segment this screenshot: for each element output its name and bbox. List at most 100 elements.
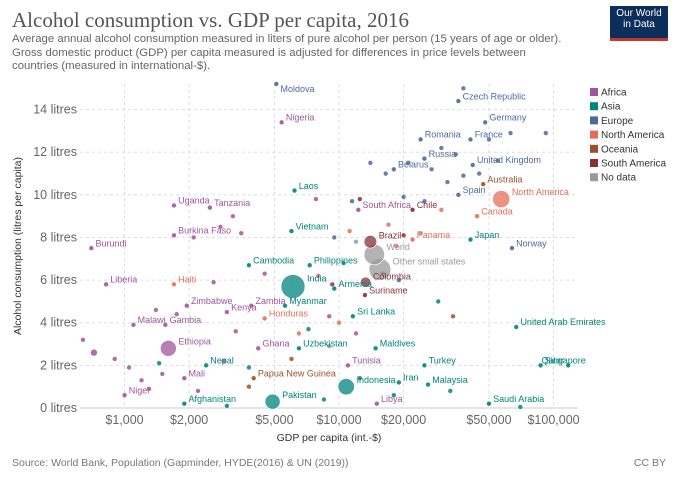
data-point[interactable] <box>445 179 450 185</box>
data-point[interactable] <box>543 130 548 136</box>
data-point[interactable] <box>468 137 473 142</box>
data-point[interactable] <box>171 233 177 238</box>
data-point[interactable] <box>307 262 312 268</box>
data-point[interactable] <box>233 329 238 334</box>
data-point[interactable] <box>450 314 456 319</box>
data-point[interactable] <box>163 322 168 328</box>
data-point[interactable] <box>363 235 378 249</box>
data-point[interactable] <box>422 156 427 161</box>
data-point[interactable] <box>481 181 486 187</box>
data-point[interactable] <box>418 137 423 142</box>
owid-logo[interactable]: Our World in Data <box>610 6 668 41</box>
data-point[interactable] <box>538 363 543 368</box>
data-point[interactable] <box>191 235 196 240</box>
data-point[interactable] <box>316 273 321 279</box>
data-point[interactable] <box>353 239 359 244</box>
legend-swatch[interactable] <box>590 144 598 153</box>
legend-swatch[interactable] <box>590 88 598 96</box>
data-point[interactable] <box>332 235 337 240</box>
data-point[interactable] <box>330 282 335 287</box>
data-point[interactable] <box>345 363 351 368</box>
legend-label[interactable]: South America <box>601 159 666 170</box>
data-point[interactable] <box>103 282 109 287</box>
data-point[interactable] <box>80 337 86 342</box>
data-point[interactable] <box>289 356 294 362</box>
data-point[interactable] <box>296 331 302 336</box>
data-point[interactable] <box>368 160 373 166</box>
data-point[interactable] <box>341 260 346 266</box>
data-point[interactable] <box>274 81 279 87</box>
data-point[interactable] <box>327 343 332 349</box>
data-point[interactable] <box>246 384 252 389</box>
data-point[interactable] <box>356 207 361 212</box>
data-point[interactable] <box>160 340 177 357</box>
data-point[interactable] <box>456 98 461 104</box>
data-point[interactable] <box>184 303 189 308</box>
data-point[interactable] <box>439 207 444 212</box>
legend[interactable]: Africa Asia Europe North America Oceania Sout… <box>590 88 666 184</box>
data-point[interactable] <box>461 173 466 178</box>
data-point[interactable] <box>89 245 94 251</box>
data-point[interactable] <box>131 322 136 328</box>
data-point[interactable] <box>262 271 267 276</box>
data-point[interactable] <box>239 231 244 236</box>
data-point[interactable] <box>357 375 363 381</box>
data-point[interactable] <box>394 243 399 249</box>
legend-swatch[interactable] <box>590 173 598 182</box>
data-point[interactable] <box>492 190 511 209</box>
data-point[interactable] <box>360 276 372 288</box>
data-point[interactable] <box>391 393 397 398</box>
data-point[interactable] <box>429 167 434 172</box>
data-point[interactable] <box>112 356 117 362</box>
legend-label[interactable]: Asia <box>601 102 621 113</box>
data-point[interactable] <box>146 386 152 392</box>
data-point[interactable] <box>280 274 306 299</box>
data-point[interactable] <box>410 207 415 212</box>
data-point[interactable] <box>396 277 402 283</box>
data-point[interactable] <box>509 245 515 251</box>
data-point[interactable] <box>207 205 213 210</box>
data-point[interactable] <box>401 194 406 200</box>
data-point[interactable] <box>422 199 427 204</box>
data-point[interactable] <box>264 393 281 410</box>
data-point[interactable] <box>171 203 177 208</box>
data-point[interactable] <box>357 196 363 202</box>
data-point[interactable] <box>224 403 230 409</box>
data-point[interactable] <box>518 404 523 410</box>
data-point[interactable] <box>337 378 355 396</box>
data-point[interactable] <box>482 120 488 125</box>
data-point[interactable] <box>246 365 252 370</box>
data-point[interactable] <box>439 145 444 151</box>
data-point[interactable] <box>246 262 252 268</box>
data-point[interactable] <box>221 358 226 364</box>
data-point[interactable] <box>425 382 431 387</box>
data-point[interactable] <box>262 316 267 321</box>
data-point[interactable] <box>282 303 288 308</box>
data-point[interactable] <box>249 303 254 308</box>
source-note[interactable]: Source: World Bank, Population (Gapminde… <box>12 457 349 469</box>
data-point[interactable] <box>362 292 368 298</box>
data-point[interactable] <box>211 280 216 285</box>
legend-label[interactable]: Europe <box>601 116 634 127</box>
data-point[interactable] <box>139 378 144 383</box>
data-point[interactable] <box>468 237 473 242</box>
data-point[interactable] <box>292 188 297 193</box>
data-point[interactable] <box>474 213 480 219</box>
legend-swatch[interactable] <box>590 116 598 125</box>
data-point[interactable] <box>182 401 187 406</box>
data-point[interactable] <box>347 228 352 234</box>
data-point[interactable] <box>456 192 461 198</box>
data-point[interactable] <box>218 224 223 230</box>
legend-label[interactable]: No data <box>601 173 636 184</box>
data-point[interactable] <box>203 363 209 368</box>
legend-swatch[interactable] <box>590 102 598 111</box>
data-point[interactable] <box>279 120 284 125</box>
data-point[interactable] <box>336 320 342 325</box>
data-point[interactable] <box>251 375 256 381</box>
legend-label[interactable]: Oceania <box>601 144 639 155</box>
data-point[interactable] <box>514 324 519 330</box>
data-point[interactable] <box>349 199 355 204</box>
data-point[interactable] <box>470 162 475 168</box>
data-point[interactable] <box>321 397 327 402</box>
data-point[interactable] <box>486 401 492 406</box>
